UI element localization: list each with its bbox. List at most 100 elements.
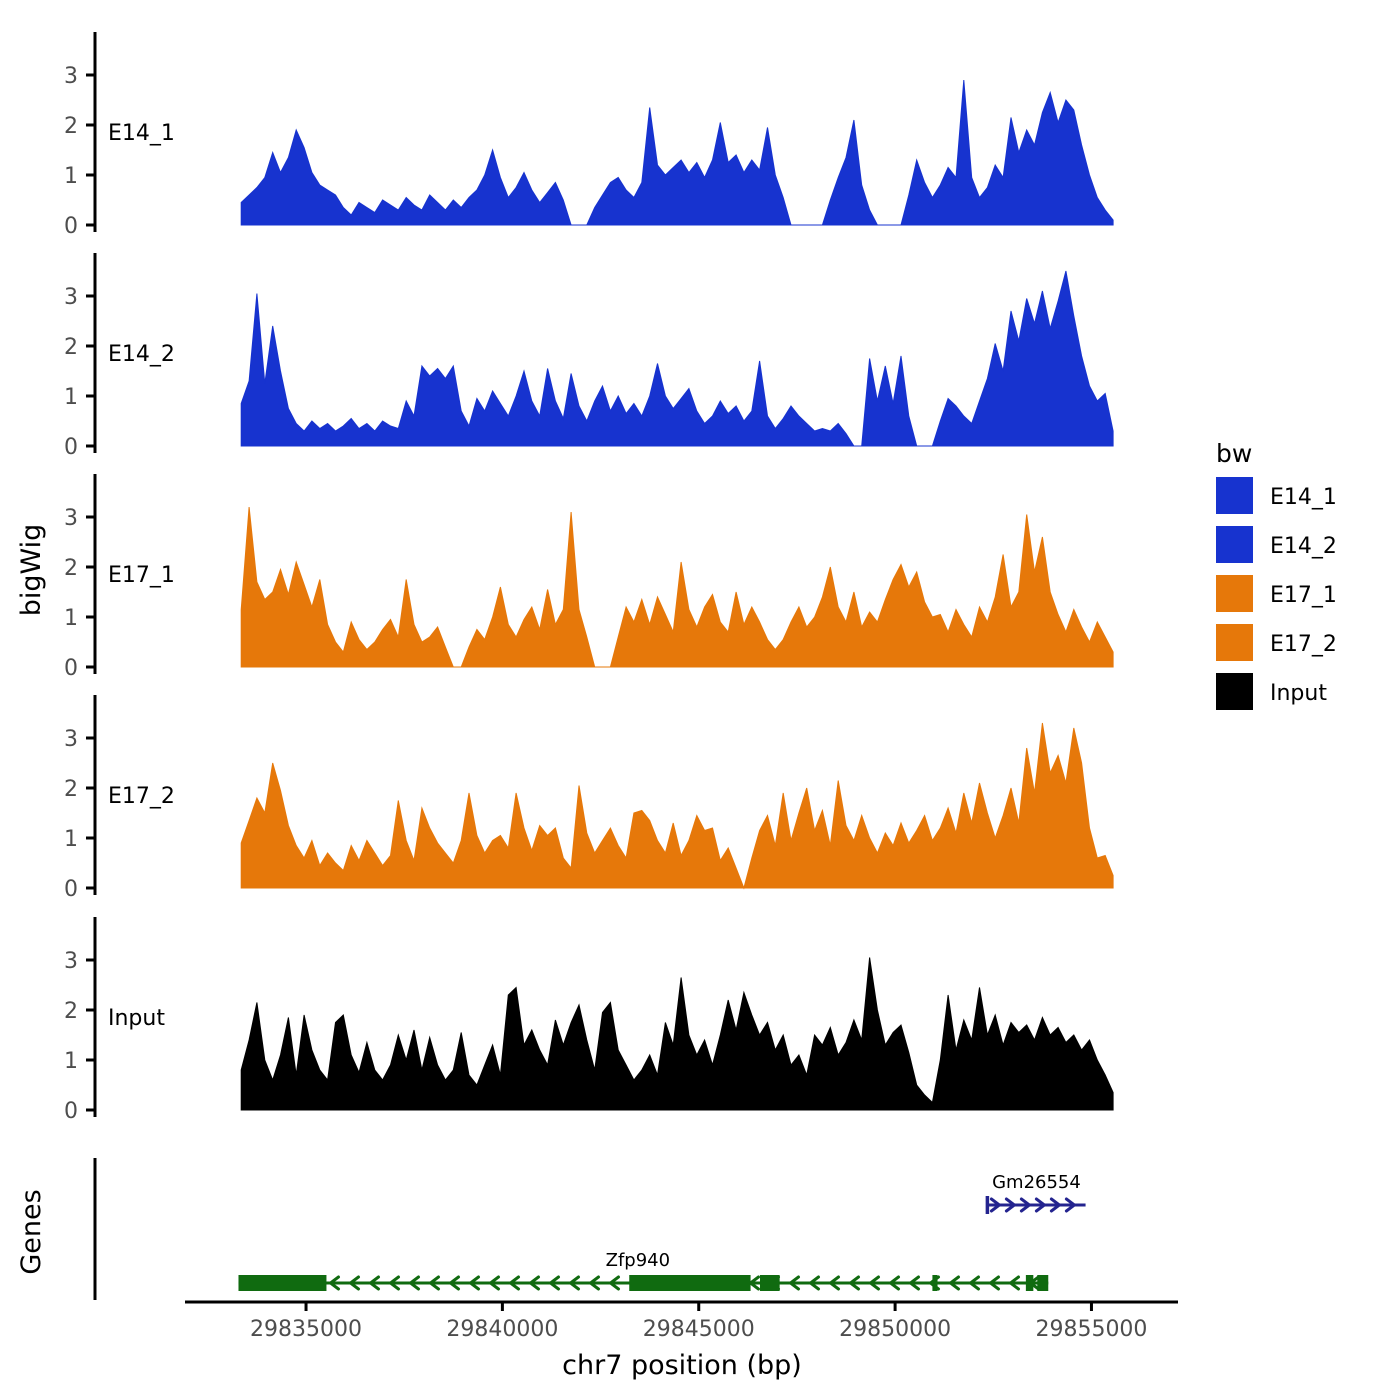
- legend-title: bw: [1216, 439, 1252, 468]
- y-tick-label: 1: [64, 164, 78, 189]
- x-tick-label: 29835000: [250, 1317, 362, 1342]
- gene-exon: [932, 1275, 938, 1291]
- y-tick-label: 0: [64, 877, 78, 902]
- strand-arrow-icon: [567, 1275, 580, 1291]
- strand-arrow-icon: [447, 1275, 460, 1291]
- x-axis-title: chr7 position (bp): [562, 1350, 802, 1381]
- gene-Zfp940: Zfp940: [238, 1250, 1049, 1291]
- strand-arrow-icon: [787, 1275, 800, 1291]
- y-tick-label: 3: [64, 949, 78, 974]
- legend-swatch: [1216, 477, 1253, 514]
- x-tick-label: 29855000: [1035, 1317, 1147, 1342]
- strand-arrow-icon: [807, 1275, 820, 1291]
- gene-exon: [238, 1275, 327, 1291]
- strand-arrow-icon: [887, 1275, 900, 1291]
- strand-arrow-icon: [1019, 1197, 1032, 1213]
- y-tick-label: 2: [64, 777, 78, 802]
- strand-arrow-icon: [867, 1275, 880, 1291]
- y-axis-title: bigWig: [16, 524, 47, 617]
- strand-arrow-icon: [507, 1275, 520, 1291]
- strand-arrow-icon: [527, 1275, 540, 1291]
- y-tick-label: 1: [64, 1049, 78, 1074]
- gene-Gm26554: Gm26554: [985, 1172, 1086, 1214]
- track-Input: 0 1 2 3 Input: [64, 917, 1114, 1124]
- strand-arrow-icon: [487, 1275, 500, 1291]
- coverage-area: [240, 506, 1114, 668]
- strand-arrow-icon: [847, 1275, 860, 1291]
- y-tick-label: 3: [64, 727, 78, 752]
- y-tick-label: 0: [64, 656, 78, 681]
- legend-label: E14_1: [1270, 485, 1337, 510]
- x-tick-label: 29845000: [643, 1317, 755, 1342]
- y-tick-label: 0: [64, 1099, 78, 1124]
- legend-swatch: [1216, 624, 1253, 661]
- y-tick-label: 0: [64, 214, 78, 239]
- y-tick-label: 1: [64, 606, 78, 631]
- strand-arrow-icon: [1004, 1197, 1017, 1213]
- strand-arrow-icon: [1007, 1275, 1020, 1291]
- coverage-panels: 0 1 2 3 E14_1 0 1 2 3 E14_2 0 1 2 3 E17_1 0 1 2 3 E17_2 0 1 2 3…: [64, 32, 1114, 1124]
- strand-arrow-icon: [947, 1275, 960, 1291]
- strand-arrow-icon: [827, 1275, 840, 1291]
- gene-label: Gm26554: [992, 1172, 1081, 1193]
- y-tick-label: 3: [64, 285, 78, 310]
- x-tick-label: 29850000: [839, 1317, 951, 1342]
- track-label: Input: [108, 1006, 165, 1031]
- legend-label: E17_1: [1270, 583, 1337, 608]
- x-axis: 29835000 29840000 29845000 29850000 29855000: [185, 1300, 1178, 1342]
- strand-arrow-icon: [1034, 1197, 1047, 1213]
- coverage-area: [240, 957, 1114, 1111]
- strand-arrow-icon: [407, 1275, 420, 1291]
- strand-arrow-icon: [347, 1275, 360, 1291]
- track-label: E14_2: [108, 342, 175, 367]
- strand-arrow-icon: [1049, 1197, 1062, 1213]
- y-tick-label: 3: [64, 64, 78, 89]
- strand-arrow-icon: [907, 1275, 920, 1291]
- track-label: E17_2: [108, 784, 175, 809]
- legend-label: E17_2: [1270, 632, 1337, 657]
- strand-arrow-icon: [587, 1275, 600, 1291]
- strand-arrow-icon: [1064, 1197, 1077, 1213]
- strand-arrow-icon: [967, 1275, 980, 1291]
- y-tick-label: 1: [64, 385, 78, 410]
- legend-swatch: [1216, 673, 1253, 710]
- strand-arrow-icon: [989, 1197, 1002, 1213]
- x-tick-label: 29840000: [446, 1317, 558, 1342]
- strand-arrow-icon: [467, 1275, 480, 1291]
- y-tick-label: 2: [64, 114, 78, 139]
- y-tick-label: 0: [64, 435, 78, 460]
- coverage-area: [240, 270, 1114, 447]
- legend-label: Input: [1270, 681, 1327, 706]
- strand-arrow-icon: [367, 1275, 380, 1291]
- strand-arrow-icon: [427, 1275, 440, 1291]
- track-E17_1: 0 1 2 3 E17_1: [64, 474, 1114, 681]
- gene-label: Zfp940: [606, 1250, 670, 1271]
- strand-arrow-icon: [987, 1275, 1000, 1291]
- strand-arrow-icon: [607, 1275, 620, 1291]
- gene-exon: [760, 1275, 780, 1291]
- legend-swatch: [1216, 575, 1253, 612]
- legend: E14_1 E14_2 E17_1 E17_2 Input: [1216, 477, 1337, 710]
- coverage-area: [240, 79, 1114, 226]
- strand-arrow-icon: [327, 1275, 340, 1291]
- genes-panel: Gm26554 Zfp940: [93, 1158, 1086, 1300]
- y-tick-label: 2: [64, 335, 78, 360]
- y-tick-label: 1: [64, 827, 78, 852]
- legend-swatch: [1216, 526, 1253, 563]
- track-E14_2: 0 1 2 3 E14_2: [64, 253, 1114, 460]
- gene-exon: [629, 1275, 751, 1291]
- coverage-area: [240, 722, 1114, 890]
- strand-arrow-icon: [547, 1275, 560, 1291]
- strand-arrow-icon: [387, 1275, 400, 1291]
- genes-axis-title: Genes: [16, 1189, 47, 1274]
- track-label: E17_1: [108, 563, 175, 588]
- y-tick-label: 3: [64, 506, 78, 531]
- y-tick-label: 2: [64, 556, 78, 581]
- gene-exon: [1025, 1275, 1034, 1291]
- track-label: E14_1: [108, 121, 175, 146]
- y-tick-label: 2: [64, 999, 78, 1024]
- track-E14_1: 0 1 2 3 E14_1: [64, 32, 1114, 239]
- gene-exon: [1037, 1275, 1049, 1291]
- track-E17_2: 0 1 2 3 E17_2: [64, 695, 1114, 902]
